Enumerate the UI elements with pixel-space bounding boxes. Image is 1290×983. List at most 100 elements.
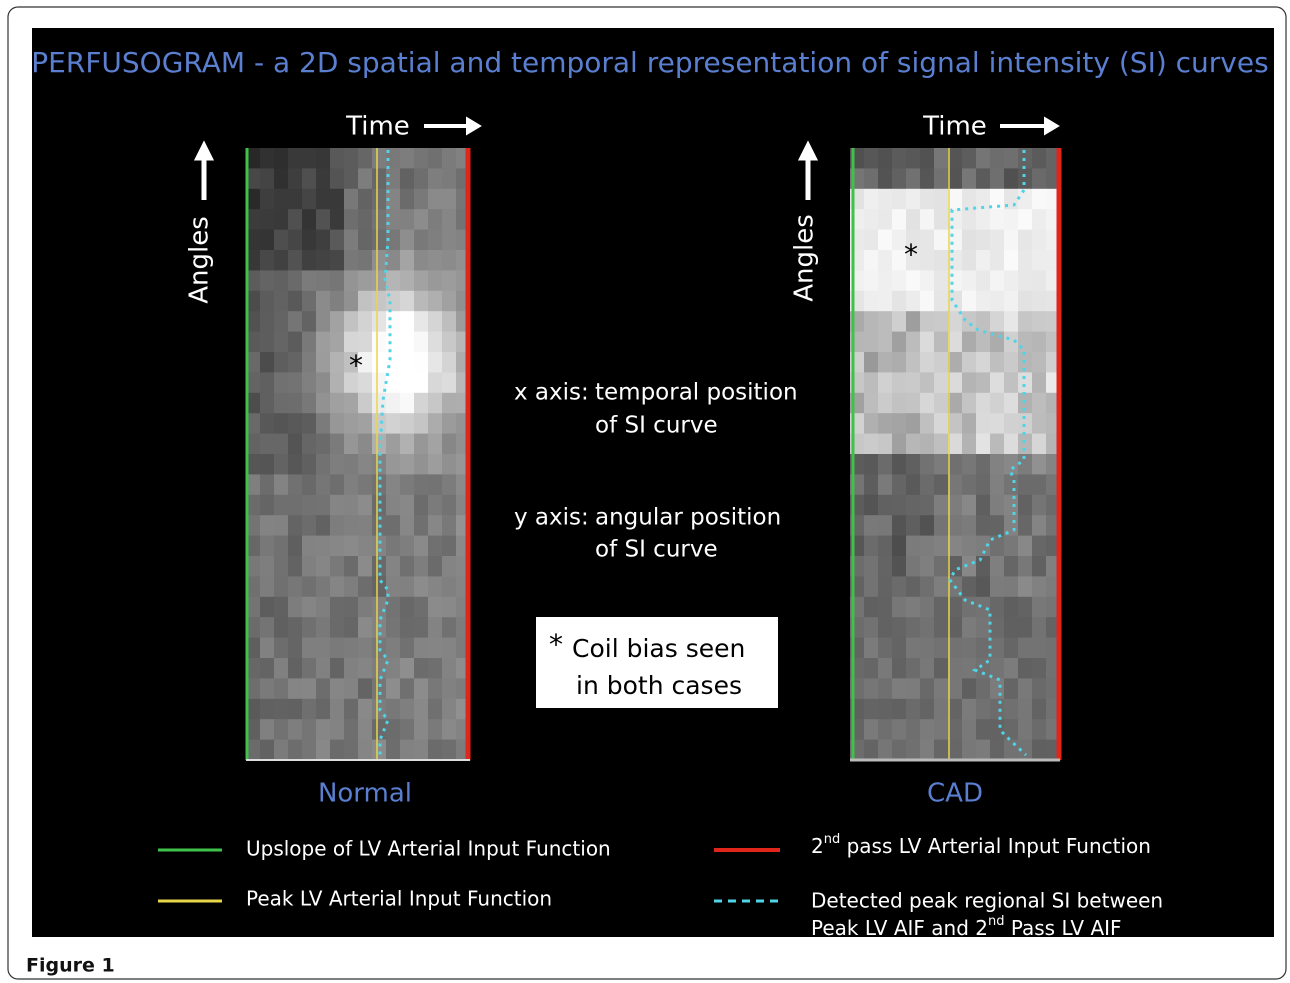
- image-pixel: [864, 291, 879, 312]
- image-pixel: [302, 658, 317, 679]
- image-pixel: [990, 148, 1005, 169]
- image-pixel: [878, 291, 893, 312]
- image-pixel: [414, 230, 429, 251]
- image-pixel: [428, 209, 443, 230]
- note-text: in both cases: [576, 671, 742, 700]
- image-pixel: [302, 168, 317, 189]
- image-pixel: [428, 536, 443, 557]
- image-pixel: [962, 638, 977, 659]
- image-pixel: [920, 556, 935, 577]
- image-pixel: [288, 474, 303, 495]
- image-pixel: [1018, 536, 1033, 557]
- image-pixel: [864, 474, 879, 495]
- image-pixel: [920, 393, 935, 414]
- image-pixel: [948, 434, 963, 455]
- image-pixel: [414, 719, 429, 740]
- image-pixel: [400, 352, 415, 373]
- image-pixel: [878, 250, 893, 271]
- image-pixel: [414, 352, 429, 373]
- image-pixel: [962, 189, 977, 210]
- image-pixel: [386, 332, 401, 353]
- image-pixel: [428, 658, 443, 679]
- image-pixel: [906, 454, 921, 475]
- image-pixel: [990, 740, 1005, 761]
- image-pixel: [442, 536, 457, 557]
- image-pixel: [1018, 474, 1033, 495]
- image-pixel: [920, 617, 935, 638]
- image-pixel: [260, 740, 275, 761]
- image-pixel: [1018, 638, 1033, 659]
- image-pixel: [1032, 291, 1047, 312]
- image-pixel: [344, 576, 359, 597]
- image-pixel: [1004, 576, 1019, 597]
- image-pixel: [386, 474, 401, 495]
- image-pixel: [316, 638, 331, 659]
- image-pixel: [400, 536, 415, 557]
- image-pixel: [344, 291, 359, 312]
- image-pixel: [976, 434, 991, 455]
- image-pixel: [878, 148, 893, 169]
- image-pixel: [962, 556, 977, 577]
- image-pixel: [948, 556, 963, 577]
- image-pixel: [316, 597, 331, 618]
- image-pixel: [358, 454, 373, 475]
- image-pixel: [878, 515, 893, 536]
- image-pixel: [344, 719, 359, 740]
- image-pixel: [316, 148, 331, 169]
- time-label: Time: [345, 112, 410, 142]
- image-pixel: [892, 638, 907, 659]
- image-pixel: [428, 495, 443, 516]
- image-pixel: [316, 393, 331, 414]
- image-pixel: [920, 209, 935, 230]
- image-pixel: [934, 658, 949, 679]
- image-pixel: [386, 536, 401, 557]
- image-pixel: [358, 189, 373, 210]
- image-pixel: [372, 576, 387, 597]
- image-pixel: [414, 638, 429, 659]
- image-pixel: [260, 311, 275, 332]
- image-pixel: [1018, 495, 1033, 516]
- image-pixel: [892, 209, 907, 230]
- image-pixel: [330, 638, 345, 659]
- image-pixel: [948, 495, 963, 516]
- image-pixel: [1018, 230, 1033, 251]
- image-pixel: [1018, 678, 1033, 699]
- x-axis-text: of SI curve: [595, 413, 718, 439]
- image-pixel: [948, 740, 963, 761]
- image-pixel: [442, 474, 457, 495]
- image-pixel: [414, 291, 429, 312]
- image-pixel: [274, 638, 289, 659]
- image-pixel: [288, 556, 303, 577]
- image-pixel: [288, 536, 303, 557]
- image-pixel: [386, 515, 401, 536]
- image-pixel: [330, 311, 345, 332]
- image-pixel: [288, 515, 303, 536]
- image-pixel: [442, 556, 457, 577]
- image-pixel: [864, 393, 879, 414]
- image-pixel: [442, 434, 457, 455]
- image-pixel: [1004, 474, 1019, 495]
- image-pixel: [372, 658, 387, 679]
- image-pixel: [864, 515, 879, 536]
- image-pixel: [864, 556, 879, 577]
- image-pixel: [330, 658, 345, 679]
- image-pixel: [934, 168, 949, 189]
- image-pixel: [1004, 495, 1019, 516]
- image-pixel: [288, 332, 303, 353]
- image-pixel: [316, 474, 331, 495]
- image-pixel: [1032, 556, 1047, 577]
- image-pixel: [948, 617, 963, 638]
- image-pixel: [302, 393, 317, 414]
- image-pixel: [302, 291, 317, 312]
- image-pixel: [400, 740, 415, 761]
- image-pixel: [302, 454, 317, 475]
- image-pixel: [948, 168, 963, 189]
- image-pixel: [976, 413, 991, 434]
- image-pixel: [274, 740, 289, 761]
- image-pixel: [302, 495, 317, 516]
- image-pixel: [260, 638, 275, 659]
- image-pixel: [878, 413, 893, 434]
- image-pixel: [372, 311, 387, 332]
- image-pixel: [316, 699, 331, 720]
- image-pixel: [878, 658, 893, 679]
